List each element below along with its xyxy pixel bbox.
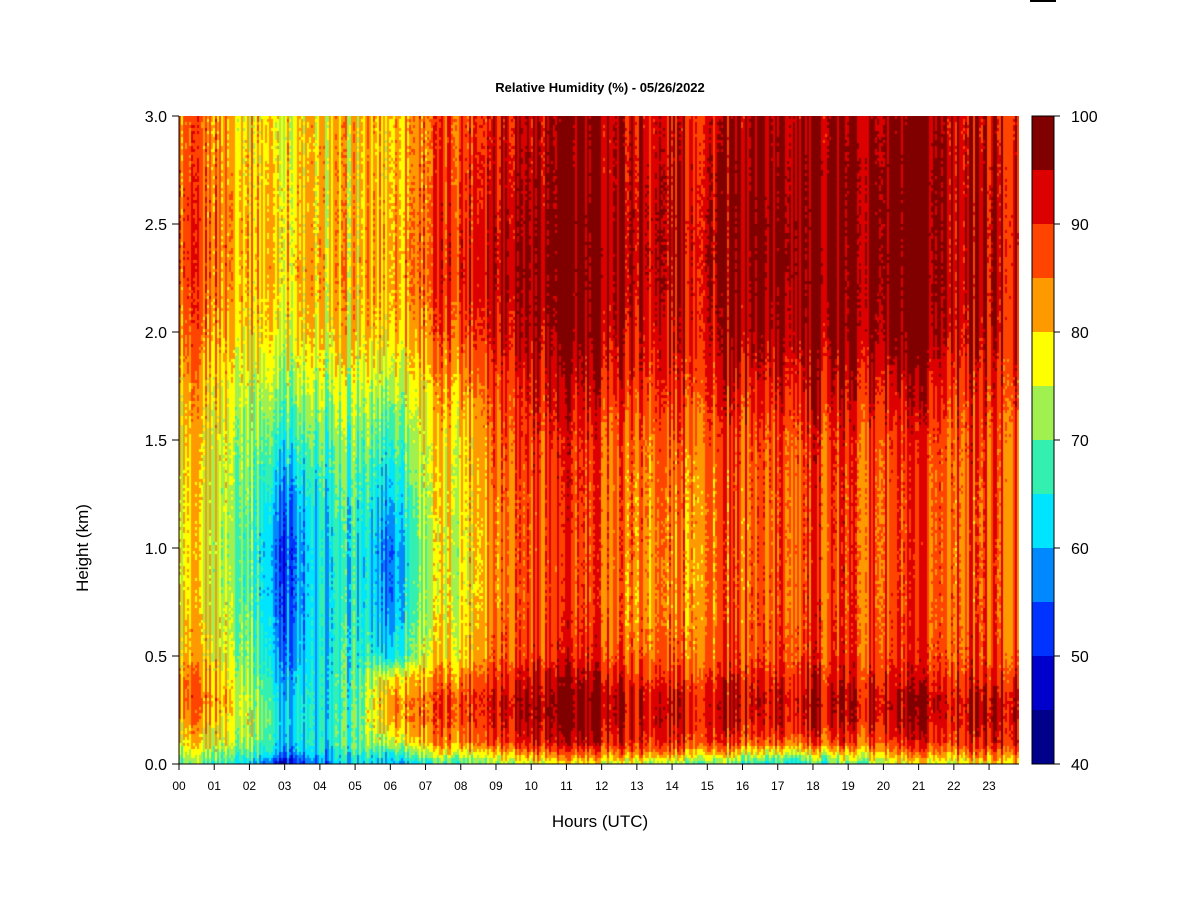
colorbar-tick-label: 50: [1071, 649, 1089, 666]
x-tick-label: 10: [525, 779, 539, 793]
y-tick-label: 0.0: [145, 757, 167, 774]
colorbar-tick-label: 40: [1071, 757, 1089, 774]
y-tick-label: 2.0: [145, 325, 167, 342]
y-tick-label: 3.0: [145, 109, 167, 126]
x-tick-label: 09: [489, 779, 503, 793]
colorbar-segment: [1032, 548, 1054, 602]
colorbar-segment: [1032, 494, 1054, 548]
colorbar-segment: [1032, 224, 1054, 278]
colorbar-tick-label: 70: [1071, 433, 1089, 450]
x-tick-label: 18: [806, 779, 820, 793]
colorbar-segment: [1032, 170, 1054, 224]
y-axis: 0.0 0.5 1.0 1.5 2.0 2.5 3.0: [145, 109, 180, 774]
x-tick-label: 00: [172, 779, 186, 793]
x-axis: 00 01 02 03 04 05 06 07 08 09 10 11 12 13 14 15 16 17 18 19…: [172, 763, 1019, 793]
y-tick-label: 1.5: [145, 433, 167, 450]
x-tick-label: 21: [912, 779, 926, 793]
x-tick-label: 19: [842, 779, 856, 793]
colorbar: 40 50 60 70 80 90 100: [1031, 109, 1098, 774]
heatmap-plot-area: [179, 116, 1019, 764]
y-tick-label: 2.5: [145, 217, 167, 234]
x-tick-label: 22: [947, 779, 961, 793]
y-tick-label: 0.5: [145, 649, 167, 666]
colorbar-segment: [1032, 710, 1054, 764]
x-tick-label: 07: [419, 779, 433, 793]
colorbar-segment: [1032, 656, 1054, 710]
x-axis-label: Hours (UTC): [551, 812, 649, 831]
colorbar-segment: [1032, 440, 1054, 494]
x-tick-label: 13: [630, 779, 644, 793]
chart-title: Relative Humidity (%) - 05/26/2022: [495, 80, 705, 95]
corner-mark: [1030, 0, 1056, 2]
x-tick-label: 11: [560, 779, 573, 793]
x-tick-label: 03: [278, 779, 292, 793]
x-tick-label: 12: [595, 779, 609, 793]
colorbar-segment: [1032, 278, 1054, 332]
x-tick-label: 16: [736, 779, 750, 793]
colorbar-tick-label: 100: [1071, 109, 1098, 126]
x-tick-label: 15: [701, 779, 715, 793]
x-tick-label: 08: [454, 779, 468, 793]
x-tick-label: 17: [771, 779, 785, 793]
colorbar-segment: [1032, 602, 1054, 656]
x-tick-label: 20: [877, 779, 891, 793]
x-tick-label: 04: [313, 779, 327, 793]
colorbar-segment: [1032, 116, 1054, 170]
x-tick-label: 02: [243, 779, 257, 793]
x-tick-label: 05: [348, 779, 362, 793]
colorbar-tick-label: 80: [1071, 325, 1089, 342]
x-tick-label: 23: [982, 779, 996, 793]
colorbar-tick-label: 60: [1071, 541, 1089, 558]
x-tick-label: 14: [665, 779, 679, 793]
colorbar-tick-label: 90: [1071, 217, 1089, 234]
x-tick-label: 06: [384, 779, 398, 793]
x-tick-label: 01: [208, 779, 222, 793]
colorbar-segment: [1032, 386, 1054, 440]
colorbar-segment: [1032, 332, 1054, 386]
y-tick-label: 1.0: [145, 541, 167, 558]
